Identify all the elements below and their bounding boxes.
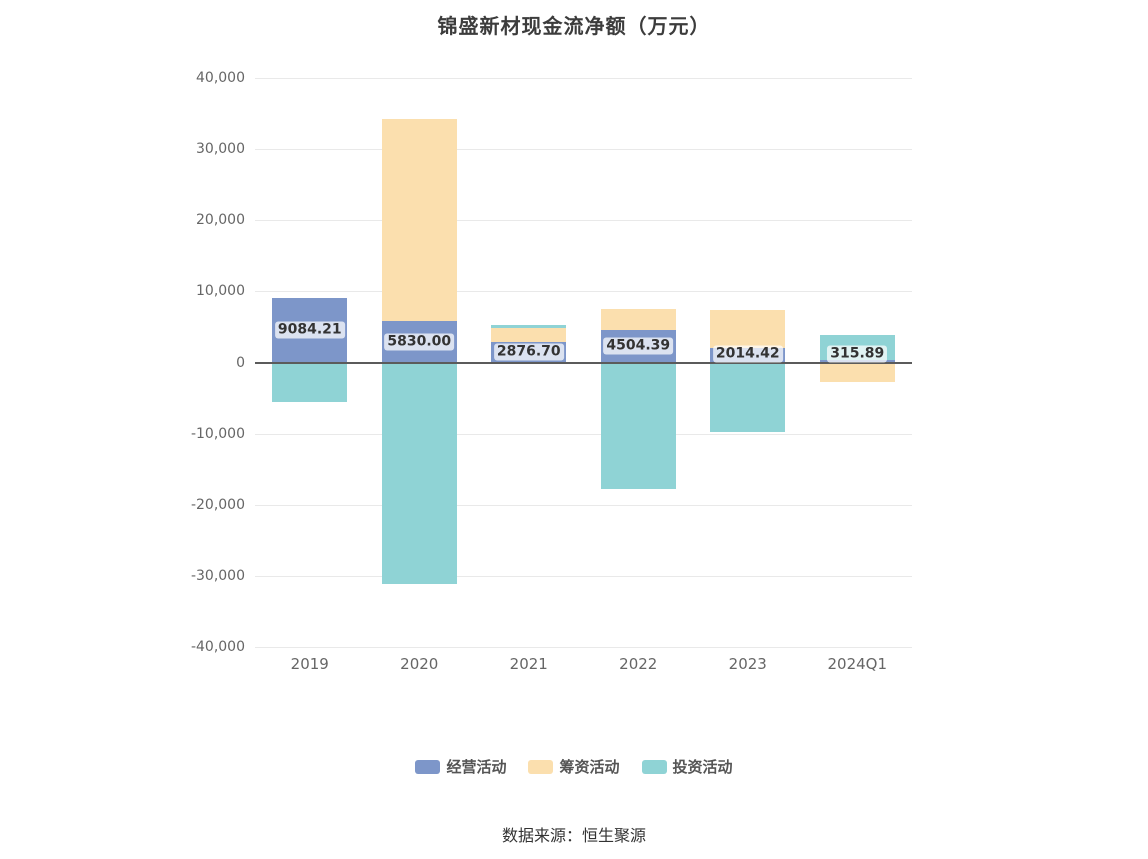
x-axis-label-2021: 2021 [509, 655, 548, 673]
bar-segment-投资活动-2021[interactable] [491, 324, 567, 329]
x-axis-label-2024Q1: 2024Q1 [827, 655, 888, 673]
data-source: 数据来源：恒生聚源 [501, 826, 646, 845]
y-axis-tick-label: 30,000 [196, 141, 245, 158]
legend: 经营活动 筹资活动 投资活动 [0, 756, 1148, 777]
gridline [255, 220, 912, 222]
x-axis-label-2020: 2020 [400, 655, 439, 673]
plot-area: -40,000 -30,000 -20,000 -10,000 0 10,000 20,00… [191, 70, 912, 673]
gridline [255, 78, 912, 79]
gridline [255, 647, 912, 648]
gridline [255, 504, 912, 506]
bar-segment-投资活动-2022[interactable] [600, 362, 676, 490]
bar-value-label: 9084.21 [274, 321, 345, 339]
gridline [255, 575, 912, 577]
chart-title: 锦盛新材现金流净额（万元） [437, 14, 711, 38]
bar-segment-筹资活动-2023[interactable] [710, 309, 786, 349]
bar-segment-投资活动-2020[interactable] [381, 362, 457, 585]
y-axis-tick-label: 10,000 [196, 283, 245, 300]
x-axis-label-2022: 2022 [619, 655, 658, 673]
x-axis-label-2019: 2019 [290, 655, 329, 673]
legend-swatch-operating-icon [415, 759, 441, 774]
bar-segment-投资活动-2019[interactable] [272, 362, 348, 402]
legend-label-operating: 经营活动 [446, 758, 507, 776]
legend-item-operating[interactable]: 经营活动 [415, 756, 506, 777]
bar-segment-投资活动-2023[interactable] [710, 362, 786, 433]
legend-item-financing[interactable]: 筹资活动 [528, 756, 620, 777]
bar-segment-筹资活动-2024Q1[interactable] [819, 362, 895, 382]
bar-value-label: 5830.00 [384, 333, 455, 351]
bar-value-label: 2876.70 [493, 343, 564, 361]
y-axis-tick-label: -30,000 [190, 567, 245, 584]
y-axis-tick-label: -40,000 [190, 639, 245, 655]
bar-segment-筹资活动-2020[interactable] [381, 119, 457, 322]
bar-value-label: 4504.39 [603, 337, 674, 355]
legend-label-investing: 投资活动 [672, 758, 733, 776]
bar-segment-筹资活动-2021[interactable] [491, 328, 567, 343]
legend-swatch-financing-icon [528, 759, 554, 774]
gridline [255, 291, 912, 293]
y-axis-tick-label: -10,000 [190, 425, 245, 442]
bar-value-label: 315.89 [827, 345, 888, 362]
y-axis-tick-label: -20,000 [190, 496, 245, 513]
legend-item-investing[interactable]: 投资活动 [641, 756, 733, 777]
y-axis-tick-label: 40,000 [196, 70, 245, 86]
gridline [255, 149, 912, 151]
bar-segment-筹资活动-2022[interactable] [600, 309, 676, 331]
y-axis-tick-label: 0 [236, 354, 245, 371]
y-axis-tick-label: 20,000 [196, 212, 245, 229]
zero-axis-line [255, 361, 912, 364]
legend-label-financing: 筹资活动 [559, 758, 620, 776]
gridline [255, 433, 912, 435]
legend-swatch-investing-icon [641, 759, 667, 774]
bar-value-label: 2014.42 [712, 345, 783, 362]
x-axis-label-2023: 2023 [728, 655, 767, 673]
